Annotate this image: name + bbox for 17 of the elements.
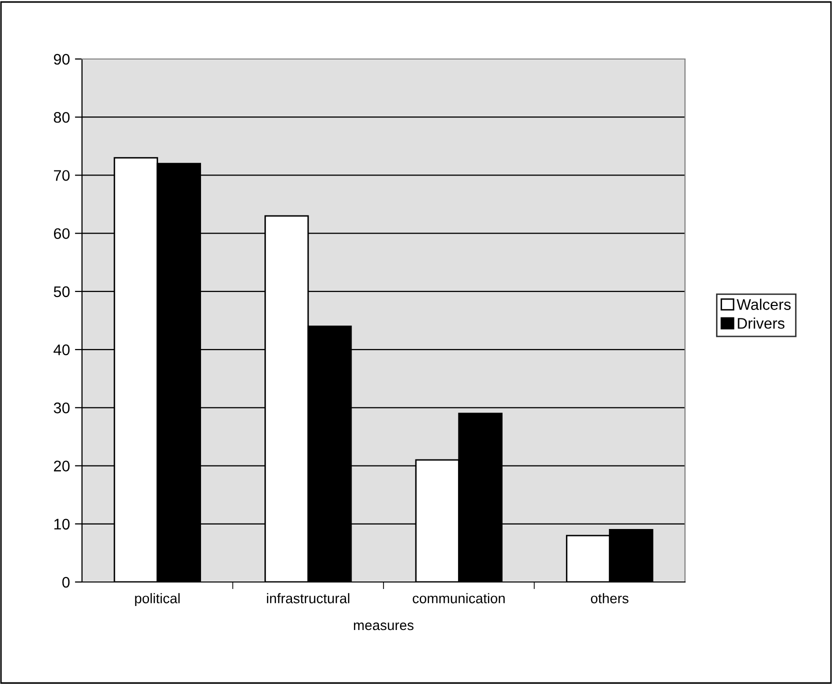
x-axis-title: measures bbox=[354, 622, 414, 630]
y-tick-label: 20 bbox=[54, 460, 70, 472]
y-tick-label: 10 bbox=[54, 518, 70, 530]
y-tick-label: 30 bbox=[54, 402, 70, 414]
x-tick-label: communication bbox=[412, 593, 505, 604]
legend-label: Walcers bbox=[736, 298, 791, 310]
y-tick-label: 80 bbox=[54, 112, 70, 123]
legend-label: Drivers bbox=[738, 318, 784, 329]
y-tick-label: 60 bbox=[54, 228, 70, 240]
x-tick-label: infrastructural bbox=[266, 593, 350, 604]
y-tick-label: 40 bbox=[54, 344, 70, 356]
y-tick-label: 50 bbox=[54, 286, 70, 298]
x-tick-label: others bbox=[590, 593, 628, 604]
y-tick-label: 0 bbox=[62, 576, 70, 588]
y-tick-label: 90 bbox=[54, 54, 70, 65]
x-tick-label: political bbox=[135, 593, 180, 606]
y-tick-label: 70 bbox=[54, 170, 70, 181]
